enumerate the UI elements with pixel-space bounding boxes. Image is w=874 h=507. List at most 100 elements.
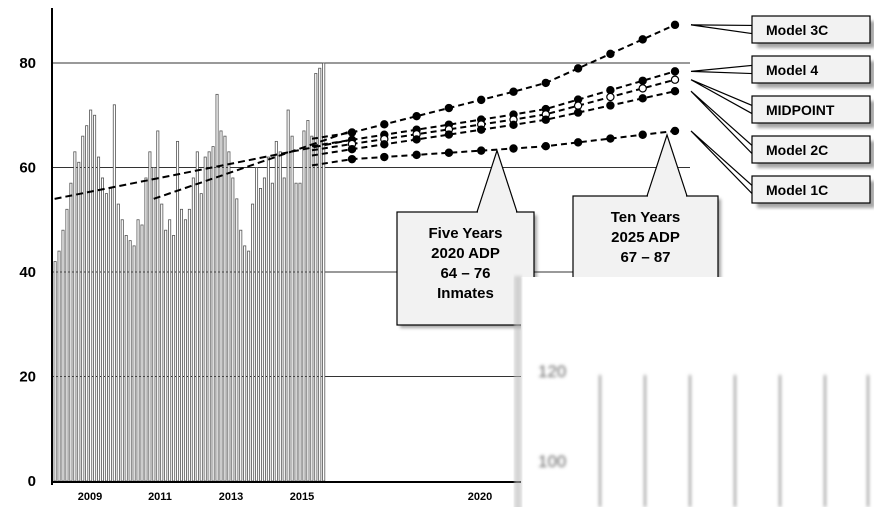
series-label-model-4: Model 4 <box>690 55 872 85</box>
projection-point-model-2c <box>444 130 454 139</box>
callout-line: 2025 ADP <box>611 229 680 246</box>
bar <box>57 250 61 482</box>
series-label-box <box>751 135 871 164</box>
inset-background <box>521 277 874 507</box>
projection-midpoint <box>311 75 680 152</box>
projection-point-midpoint <box>573 101 583 110</box>
bar <box>85 125 89 482</box>
trend-line-2 <box>153 131 349 200</box>
bar <box>65 208 69 482</box>
bar <box>286 109 290 482</box>
projection-line-model-1c <box>311 129 676 167</box>
projection-point-midpoint <box>638 84 647 93</box>
projection-point-model-1c <box>380 152 389 162</box>
callout-1: Five Years 2020 ADP 64 – 76 Inmates <box>396 148 535 326</box>
projection-line-model-3c <box>311 23 676 140</box>
projection-point-model-1c <box>509 144 518 153</box>
blurred-inset: 120 100 <box>514 276 874 507</box>
projection-point-model-2c <box>573 108 583 117</box>
projection-point-model-1c <box>477 146 486 155</box>
bar <box>199 193 203 482</box>
bar <box>112 104 116 482</box>
projection-point-model-2c <box>380 140 389 149</box>
y-tick-80: 80 <box>19 55 36 72</box>
projection-point-model-1c <box>444 148 454 157</box>
y-tick-60: 60 <box>19 160 36 177</box>
callout-line: Ten Years <box>611 209 681 226</box>
projection-model-2c <box>311 87 680 157</box>
bar <box>183 219 187 482</box>
series-label-box <box>751 175 871 204</box>
projection-point-model-3c <box>380 120 389 129</box>
bar <box>176 140 180 482</box>
series-label-model-3c: Model 3C <box>690 15 872 45</box>
inset-content: 120 100 <box>538 362 869 507</box>
projection-lines <box>311 20 680 167</box>
bar <box>61 229 65 482</box>
bar <box>203 156 207 482</box>
bar <box>156 130 160 482</box>
callout-box <box>572 195 719 279</box>
projection-point-model-2c <box>509 120 518 130</box>
series-label-box <box>751 95 871 124</box>
bar <box>116 203 120 482</box>
series-label-box <box>751 55 871 84</box>
bar <box>219 130 223 482</box>
callouts: Five Years 2020 ADP 64 – 76 Inmates Ten Year… <box>396 132 719 326</box>
bar <box>266 156 270 482</box>
series-label-leader <box>690 24 753 35</box>
callout-2: Ten Years 2025 ADP 67 – 87 <box>572 132 719 279</box>
projection-point-model-2c <box>670 87 680 96</box>
y-tick-0: 0 <box>28 473 36 490</box>
projection-point-model-4 <box>670 67 680 76</box>
series-label-text: MIDPOINT <box>766 102 835 118</box>
callout-line: Five Years <box>429 225 503 242</box>
trend-lines <box>54 131 349 200</box>
bar <box>211 146 215 482</box>
axes: 0 20 40 60 80 2009 2011 2013 2015 2020 <box>19 8 874 503</box>
x-tick-2020: 2020 <box>468 491 492 503</box>
series-labels: Model 3C Model 4 MIDPOINT Model 2C Model 1C <box>690 15 872 205</box>
x-tick-2015: 2015 <box>290 491 314 503</box>
series-label-model-2c: Model 2C <box>690 90 872 165</box>
series-label-leader <box>690 90 753 156</box>
projection-point-model-1c <box>573 138 583 147</box>
bar <box>282 177 286 482</box>
bar <box>93 114 97 482</box>
callout-line: 67 – 87 <box>620 249 670 266</box>
callout-line: 64 – 76 <box>440 265 490 282</box>
bar <box>148 151 152 482</box>
projection-point-model-2c <box>477 125 486 134</box>
bar <box>187 208 191 482</box>
series-label-midpoint: MIDPOINT <box>690 79 872 125</box>
bar <box>262 177 266 482</box>
bar <box>191 177 195 482</box>
bar <box>322 62 326 482</box>
bar <box>152 167 156 482</box>
projection-point-model-3c <box>347 128 357 137</box>
bar <box>223 135 227 482</box>
projection-point-midpoint <box>606 92 615 102</box>
series-label-box <box>751 15 871 44</box>
x-tick-2009: 2009 <box>78 491 102 503</box>
projection-point-model-1c <box>638 130 647 139</box>
projection-point-model-2c <box>412 135 421 144</box>
bar <box>89 109 93 482</box>
projection-line-midpoint <box>311 78 676 152</box>
bar <box>128 240 132 482</box>
inset-y-tick: 100 <box>538 452 566 471</box>
bar <box>215 93 219 482</box>
bar <box>314 73 318 482</box>
bar <box>172 235 176 482</box>
series-label-text: Model 1C <box>766 182 828 198</box>
bar <box>179 208 183 482</box>
projection-point-model-4 <box>606 85 615 95</box>
projection-point-model-1c <box>541 141 551 151</box>
bar <box>195 151 199 482</box>
callout-pointer <box>476 148 518 213</box>
bars <box>53 62 326 482</box>
projection-line-model-4 <box>311 70 676 148</box>
projection-point-model-3c <box>509 87 518 96</box>
bar <box>97 156 101 482</box>
